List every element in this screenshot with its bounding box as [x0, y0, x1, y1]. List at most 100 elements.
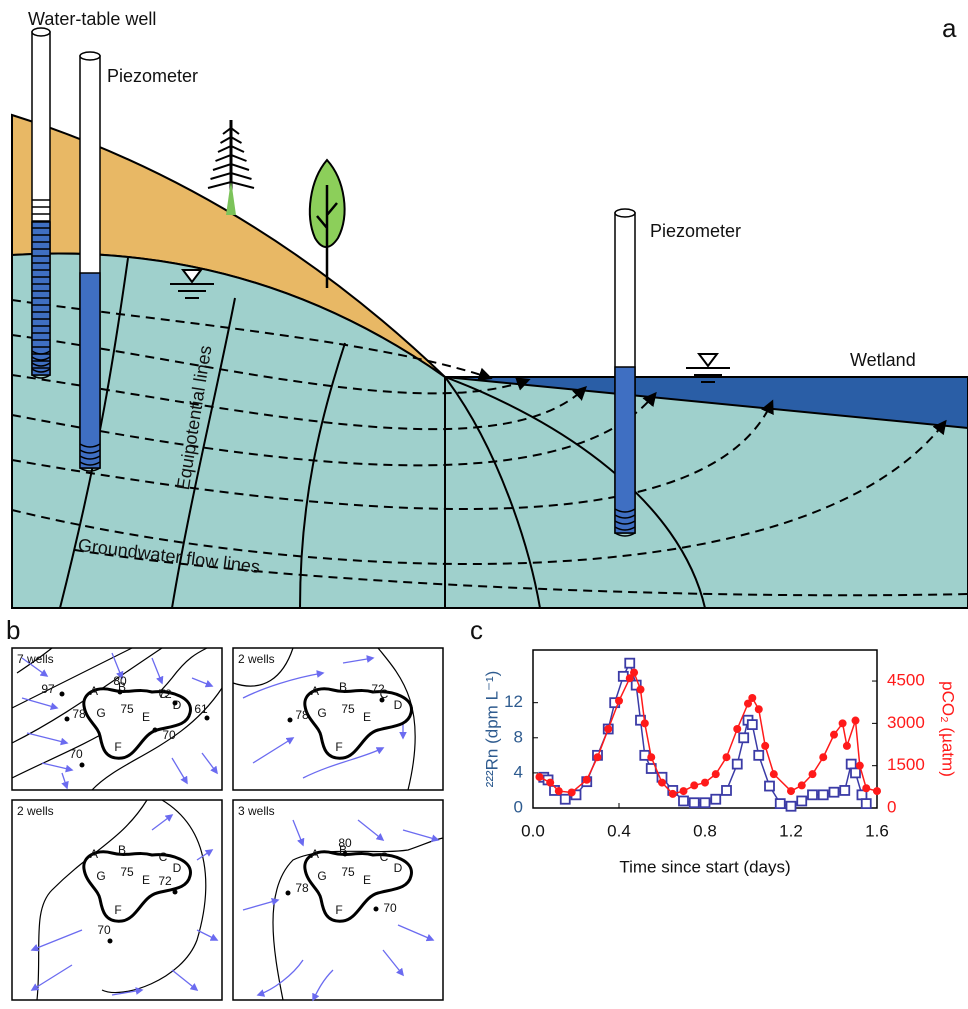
data-point	[636, 685, 645, 694]
flow-arrow	[111, 987, 144, 996]
data-point	[817, 789, 829, 801]
flow-arrow	[151, 814, 174, 831]
x-tick-label: 1.6	[865, 821, 889, 840]
contour	[11, 647, 133, 709]
zone-label: F	[114, 903, 121, 917]
flow-arrow	[252, 737, 295, 764]
well-dot	[117, 689, 123, 695]
zone-label: 75	[120, 702, 134, 716]
data-point	[839, 785, 851, 796]
screen-ring	[31, 368, 51, 373]
data-point	[850, 767, 861, 779]
data-point	[624, 657, 636, 669]
flow-arrow	[256, 959, 304, 997]
zone-label: D	[394, 861, 403, 875]
zone-outline	[303, 687, 413, 760]
zone-label: C	[159, 687, 168, 701]
well-water	[614, 366, 636, 534]
data-point	[722, 753, 731, 762]
zone-label: B	[339, 843, 347, 857]
flow-arrow	[30, 929, 83, 952]
y2-axis-title: pCO₂ (µatm)	[939, 681, 958, 777]
data-point	[796, 795, 808, 807]
equipotential-line	[444, 376, 541, 609]
piezometer-label: Piezometer	[107, 66, 198, 86]
well-dot	[59, 691, 65, 697]
well-label: 78	[295, 708, 309, 722]
data-point	[738, 732, 750, 744]
y-tick-label: 4	[514, 762, 523, 781]
x-tick-label: 1.2	[779, 821, 803, 840]
flow-arrow	[312, 969, 334, 1002]
panel-a	[11, 27, 968, 609]
flow-arrow	[21, 657, 49, 677]
data-point	[746, 719, 758, 731]
y-tick-label: 0	[514, 797, 523, 816]
data-point	[873, 787, 881, 796]
data-point	[731, 758, 743, 770]
piezometer-label: Piezometer	[650, 221, 741, 241]
well-label: 80	[338, 836, 352, 850]
screen-ring	[614, 514, 636, 519]
contour	[36, 799, 148, 1001]
data-point	[808, 770, 817, 779]
tree-branch	[215, 153, 247, 162]
well-dot	[172, 889, 178, 895]
data-point	[842, 741, 851, 750]
y2-tick-label: 4500	[887, 671, 925, 690]
data-point	[625, 674, 634, 683]
equipotential-line	[171, 297, 236, 609]
data-point	[769, 770, 778, 779]
flow-line	[11, 374, 588, 431]
tree-branch	[217, 144, 245, 153]
tree-branch	[210, 171, 252, 180]
y-axis-title: ²²²Rn (dpm L⁻¹)	[482, 671, 501, 788]
zone-outline	[82, 687, 192, 760]
screen-ring	[79, 455, 101, 460]
flow-arrow	[196, 929, 219, 941]
zone-label: G	[317, 706, 326, 720]
zone-label: G	[96, 706, 105, 720]
data-point	[559, 793, 571, 805]
tree-trunk	[316, 185, 338, 288]
data-point	[658, 778, 666, 787]
tree-branch	[207, 180, 255, 189]
zone-label: B	[339, 680, 347, 694]
flow-line	[74, 549, 968, 597]
screen-ring	[614, 520, 636, 525]
flow-arrow	[397, 924, 435, 942]
data-point	[630, 668, 639, 677]
data-point	[855, 761, 864, 770]
data-point	[690, 781, 699, 790]
data-point	[647, 753, 656, 762]
well-top	[79, 51, 101, 61]
screen-ring	[79, 443, 101, 448]
well-dot	[64, 716, 70, 722]
well-dot	[204, 715, 210, 721]
zone-label: F	[114, 740, 121, 754]
well-label: 72	[371, 682, 385, 696]
flow-arrow	[357, 819, 385, 841]
data-point	[754, 705, 763, 714]
well-label: 70	[97, 923, 111, 937]
well-label: 70	[383, 901, 397, 915]
zone-outline	[303, 850, 413, 923]
data-point	[753, 749, 765, 761]
data-point	[640, 719, 649, 728]
zone-label: D	[173, 698, 182, 712]
flow-arrow	[151, 657, 164, 685]
flow-line	[11, 399, 774, 510]
data-point	[838, 719, 847, 728]
well-top	[614, 208, 636, 218]
well-label: 70	[162, 728, 176, 742]
data-point	[546, 778, 555, 787]
map-title: 3 wells	[238, 804, 275, 818]
data-point	[604, 725, 613, 733]
well-label: 78	[72, 707, 86, 721]
data-point	[701, 778, 709, 787]
data-point	[721, 785, 732, 796]
data-point	[797, 781, 806, 790]
data-point	[593, 753, 602, 762]
screen-ring	[31, 356, 51, 361]
